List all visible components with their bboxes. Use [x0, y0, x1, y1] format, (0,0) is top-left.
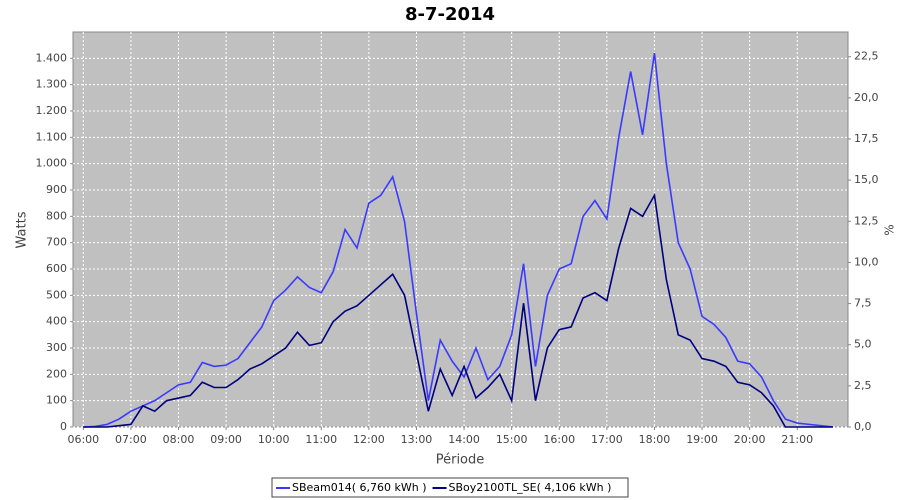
x-tick-label: 19:00	[686, 433, 718, 446]
y-tick-label: 1.200	[36, 104, 68, 117]
y2-tick-label: 2,5	[854, 379, 872, 392]
legend-label: SBoy2100TL_SE( 4,106 kWh )	[449, 481, 612, 494]
x-tick-label: 06:00	[67, 433, 99, 446]
y-tick-label: 1.300	[36, 78, 68, 91]
legend	[271, 477, 629, 498]
y2-axis-label: %	[883, 224, 897, 235]
y2-tick-label: 10,0	[854, 255, 879, 268]
x-tick-label: 11:00	[305, 433, 337, 446]
x-tick-label: 14:00	[448, 433, 480, 446]
x-tick-label: 21:00	[781, 433, 813, 446]
y-tick-label: 600	[46, 262, 67, 275]
y2-tick-label: 20,0	[854, 91, 879, 104]
x-tick-label: 13:00	[401, 433, 433, 446]
x-tick-label: 15:00	[496, 433, 528, 446]
series-line	[83, 52, 834, 428]
y2-tick-label: 17,5	[854, 132, 879, 145]
y-tick-label: 800	[46, 209, 67, 222]
x-tick-label: 12:00	[353, 433, 385, 446]
y2-tick-label: 15,0	[854, 173, 879, 186]
x-tick-label: 10:00	[258, 433, 290, 446]
y-tick-label: 200	[46, 367, 67, 380]
y-tick-label: 100	[46, 394, 67, 407]
y2-tick-label: 22,5	[854, 50, 879, 63]
y-tick-label: 1.100	[36, 130, 68, 143]
x-tick-label: 17:00	[591, 433, 623, 446]
x-tick-label: 07:00	[115, 433, 147, 446]
y2-tick-label: 12,5	[854, 214, 879, 227]
y-tick-label: 0	[60, 420, 67, 433]
x-tick-label: 20:00	[734, 433, 766, 446]
y-axis-label: Watts	[15, 211, 30, 248]
y2-tick-label: 7,5	[854, 297, 872, 310]
x-tick-label: 09:00	[210, 433, 242, 446]
legend-label: SBeam014( 6,760 kWh )	[292, 481, 427, 494]
series-line	[83, 192, 833, 428]
y-tick-label: 700	[46, 236, 67, 249]
x-tick-label: 18:00	[639, 433, 671, 446]
plot-area	[72, 31, 849, 428]
x-tick-label: 16:00	[543, 433, 575, 446]
y2-tick-label: 0,0	[854, 420, 872, 433]
x-axis-label: Période	[436, 453, 485, 468]
y-tick-label: 1.400	[36, 51, 68, 64]
y2-tick-label: 5,0	[854, 338, 872, 351]
y-tick-label: 500	[46, 288, 67, 301]
y-tick-label: 300	[46, 341, 67, 354]
chart-title: 8-7-2014	[405, 4, 495, 25]
x-tick-label: 08:00	[163, 433, 195, 446]
y-tick-label: 900	[46, 183, 67, 196]
y-tick-label: 1.000	[36, 157, 68, 170]
y-tick-label: 400	[46, 315, 67, 328]
